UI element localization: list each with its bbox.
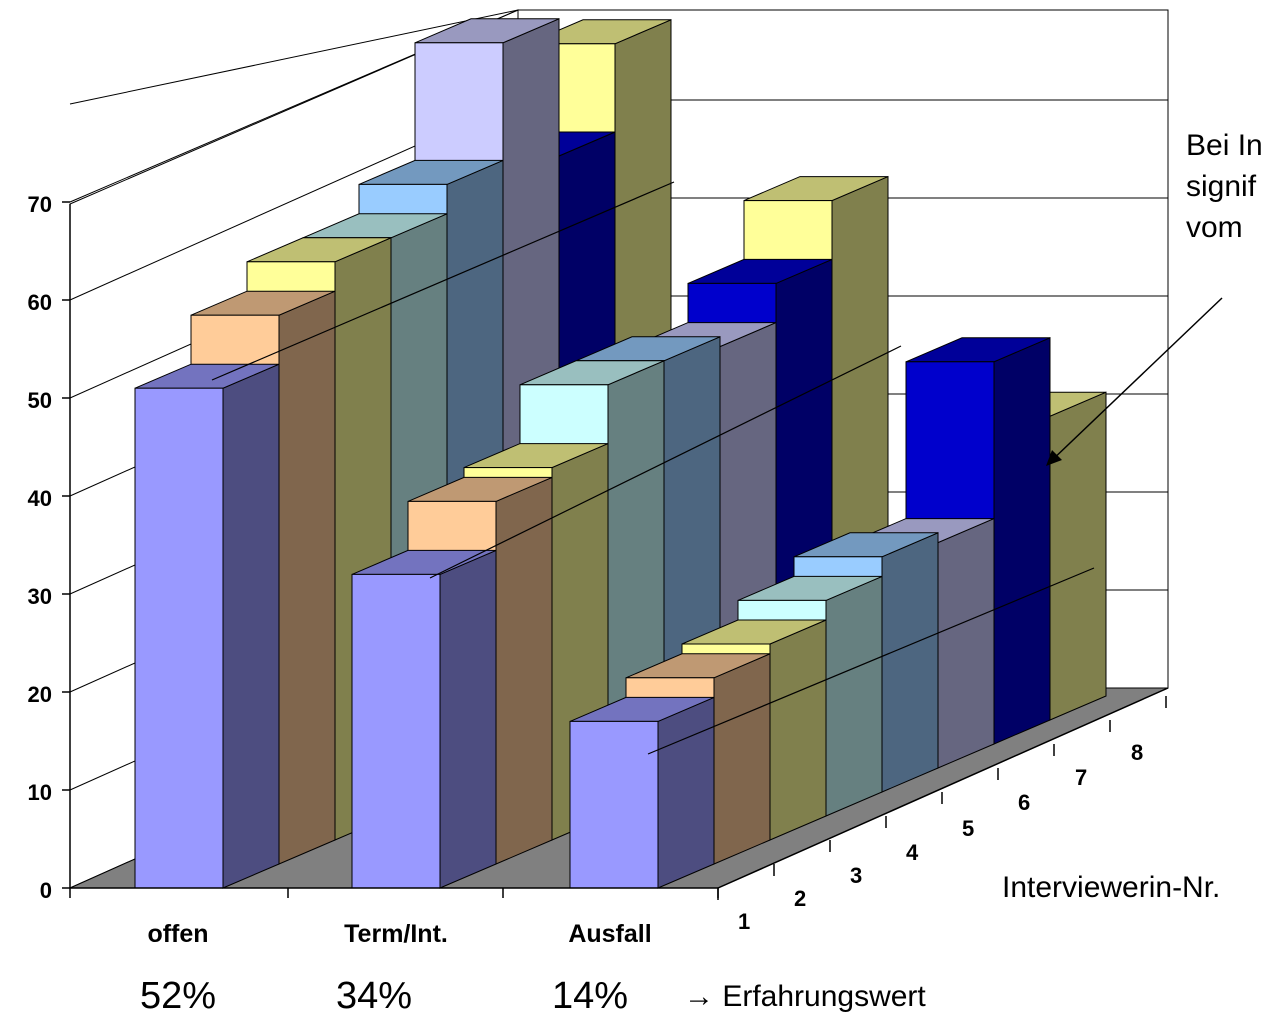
annotation-arrowhead (1046, 450, 1062, 466)
category-label-term: Term/Int. (344, 920, 448, 948)
annotation: Bei In signif vom (1186, 129, 1263, 244)
bar-side (993, 337, 1051, 745)
reference-line (647, 567, 1095, 755)
depth-tick-label: 7 (1075, 765, 1087, 790)
bar-side (1049, 391, 1107, 721)
bars (134, 18, 1107, 889)
gridline-side (69, 9, 519, 105)
percent-label-ausfall: 14% (552, 975, 628, 1015)
y-tick-label: 60 (28, 290, 52, 315)
y-tick-label: 10 (28, 780, 52, 805)
bar-side (439, 549, 497, 889)
y-tick-label: 50 (28, 388, 52, 413)
reference-line (429, 345, 902, 579)
bar-side (825, 575, 883, 817)
annotation-arrow-line (1047, 297, 1223, 465)
experience-label: → Erfahrungswert (684, 980, 926, 1013)
reference-line (211, 181, 675, 381)
bar-front (134, 387, 224, 889)
bar-front (351, 573, 441, 889)
bar-side (222, 363, 280, 889)
bar-side (657, 696, 715, 889)
depth-tick-label: 8 (1131, 740, 1143, 765)
percent-label-term: 34% (336, 975, 412, 1015)
y-tick-label: 20 (28, 682, 52, 707)
category-labels: offen Term/Int. Ausfall (147, 920, 651, 948)
bar-side (769, 619, 827, 841)
y-tick-label: 30 (28, 584, 52, 609)
depth-tick-label: 1 (738, 909, 750, 934)
depth-tick-label: 3 (850, 863, 862, 888)
depth-tick-label: 2 (794, 886, 806, 911)
bar-Ausfall-1 (569, 696, 715, 889)
axes (62, 201, 1169, 900)
annotation-arrow (1046, 297, 1223, 466)
category-label-ausfall: Ausfall (568, 920, 651, 948)
depth-axis (717, 687, 1169, 889)
depth-tick-label: 5 (962, 816, 974, 841)
percent-label-offen: 52% (140, 975, 216, 1015)
bar-side (278, 290, 336, 865)
category-percent-labels: 52% 34% 14% (140, 975, 628, 1015)
bar-front (569, 720, 659, 889)
category-label-offen: offen (147, 920, 208, 948)
depth-axis-label: Interviewerin-Nr. (1002, 871, 1220, 904)
bar-side (495, 476, 553, 865)
bar-side (881, 532, 939, 793)
depth-tick-label: 6 (1018, 790, 1030, 815)
annotation-line: vom (1186, 211, 1243, 244)
y-tick-label: 40 (28, 486, 52, 511)
annotation-line: signif (1186, 170, 1257, 203)
bar-side (713, 653, 771, 865)
bar-Term/Int.-1 (351, 549, 497, 889)
annotation-line: Bei In (1186, 129, 1263, 162)
bar-side (937, 517, 995, 769)
y-tick-label: 70 (28, 192, 52, 217)
y-tick-label: 0 (40, 878, 52, 903)
depth-tick-labels: 1 2 3 4 5 6 7 8 (738, 740, 1143, 934)
depth-tick-label: 4 (906, 840, 919, 865)
y-tick-labels: 0 10 20 30 40 50 60 70 (28, 192, 52, 903)
bar-offen-1 (134, 363, 280, 889)
